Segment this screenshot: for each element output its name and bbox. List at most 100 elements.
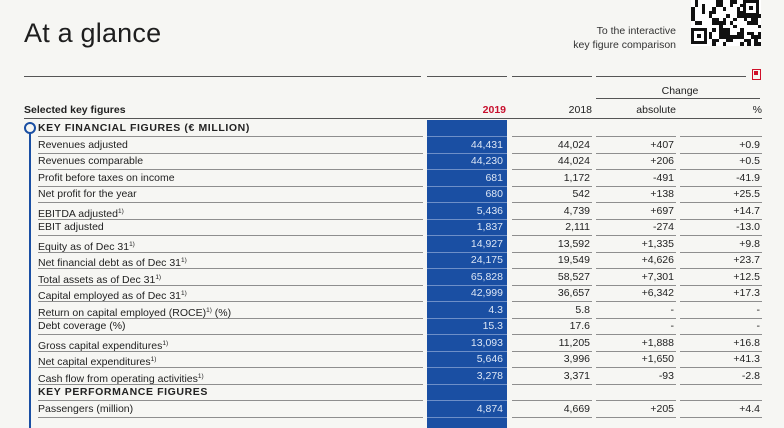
row-divider xyxy=(596,334,676,335)
value-2018: 542 xyxy=(572,188,590,200)
absolute-change: +697 xyxy=(650,204,674,217)
percent-change: +23.7 xyxy=(733,254,760,266)
footnote-marker: 1) xyxy=(197,372,204,380)
row-divider xyxy=(38,334,423,335)
interactive-comparison-link[interactable]: To the interactive key figure comparison xyxy=(573,24,676,52)
value-2019: 5,646 xyxy=(476,353,503,365)
footnote-marker: 1) xyxy=(162,339,169,347)
value-2019: 14,927 xyxy=(470,237,503,250)
bookmark-icon[interactable] xyxy=(752,69,761,80)
table-row: Net financial debt as of Dec 311) 24,175 1… xyxy=(0,252,784,269)
row-label-text: Net financial debt as of Dec 31 xyxy=(38,257,182,269)
row-divider xyxy=(427,284,507,286)
value-2018: 44,024 xyxy=(557,138,590,151)
row-divider xyxy=(38,202,423,203)
absolute-change: -93 xyxy=(658,369,674,382)
row-divider xyxy=(512,202,592,203)
row-divider xyxy=(38,284,423,286)
percent-change: +12.5 xyxy=(733,270,760,283)
row-divider xyxy=(680,235,762,236)
footnote-marker: 1) xyxy=(155,273,162,281)
selected-key-figures-header: Selected key figures xyxy=(24,104,126,116)
absolute-change: +4,626 xyxy=(641,254,674,266)
footnote-marker: 1) xyxy=(181,257,187,264)
row-divider xyxy=(427,317,507,319)
row-divider xyxy=(38,301,423,302)
row-divider xyxy=(512,400,592,401)
row-divider xyxy=(427,301,507,302)
row-label-text: KEY PERFORMANCE FIGURES xyxy=(38,386,208,398)
row-label-text: Gross capital expenditures xyxy=(38,339,163,352)
row-label: Debt coverage (%) xyxy=(38,318,126,335)
row-label: EBITDA adjusted1) xyxy=(38,203,124,220)
row-divider xyxy=(680,334,762,335)
row-divider xyxy=(38,317,423,319)
row-divider xyxy=(680,400,762,401)
page-title: At a glance xyxy=(24,18,162,48)
row-divider xyxy=(680,251,762,253)
row-label: Gross capital expenditures1) xyxy=(38,335,168,352)
row-divider xyxy=(427,400,507,401)
row-label-text: Equity as of Dec 31 xyxy=(38,240,130,253)
row-divider xyxy=(512,367,592,368)
row-divider xyxy=(512,169,592,170)
row-divider xyxy=(427,383,507,385)
row-divider xyxy=(38,136,423,137)
row-divider xyxy=(680,367,762,368)
percent-change: - xyxy=(756,303,761,316)
table-row: Gross capital expenditures1) 13,093 11,205… xyxy=(0,335,784,352)
value-2018: 44,024 xyxy=(557,155,590,167)
percent-change: +0.5 xyxy=(739,155,760,167)
section-title: KEY PERFORMANCE FIGURES xyxy=(38,384,208,401)
value-2019: 4.3 xyxy=(488,303,503,316)
absolute-change: - xyxy=(670,320,675,332)
absolute-change: +138 xyxy=(650,188,674,200)
section-header-row: KEY FINANCIAL FIGURES (€ MILLION) xyxy=(0,120,784,137)
table-row: Net profit for the year 680 542 +138 +25.5 xyxy=(0,186,784,203)
row-label-text: EBITDA adjusted xyxy=(38,207,118,220)
row-divider xyxy=(427,218,507,220)
row-divider xyxy=(512,334,592,335)
row-label: Net financial debt as of Dec 311) xyxy=(38,252,187,269)
footnote-marker: 1) xyxy=(206,306,212,314)
row-divider xyxy=(512,284,592,286)
table-row: Net capital expenditures1) 5,646 3,996 +1,6… xyxy=(0,351,784,368)
row-divider xyxy=(38,152,423,154)
row-divider xyxy=(38,268,423,269)
row-label-suffix: (%) xyxy=(211,306,232,319)
row-divider xyxy=(680,350,762,352)
row-label: Revenues comparable xyxy=(38,153,143,170)
absolute-change: +1,888 xyxy=(641,336,674,349)
row-divider xyxy=(427,367,507,368)
value-2019: 680 xyxy=(485,188,503,200)
interactive-link-line2: key figure comparison xyxy=(573,39,676,51)
row-divider xyxy=(680,301,762,302)
row-label: Net capital expenditures1) xyxy=(38,351,156,368)
qr-code-icon[interactable] xyxy=(691,0,761,46)
row-divider xyxy=(680,202,762,203)
value-2018: 5.8 xyxy=(575,303,590,316)
percent-change: -41.9 xyxy=(736,171,760,184)
percent-change: +0.9 xyxy=(739,138,760,151)
row-divider xyxy=(512,317,592,319)
row-label: Total assets as of Dec 311) xyxy=(38,269,161,286)
value-2019: 42,999 xyxy=(470,287,503,299)
percent-change: +4.4 xyxy=(739,402,760,415)
row-divider xyxy=(427,152,507,154)
header-rule xyxy=(427,76,507,77)
row-divider xyxy=(596,416,676,418)
row-divider xyxy=(596,218,676,220)
row-label-text: Passengers (million) xyxy=(38,402,134,415)
row-divider xyxy=(596,251,676,253)
row-divider xyxy=(512,383,592,385)
section-header-row: KEY PERFORMANCE FIGURES xyxy=(0,384,784,401)
change-rule xyxy=(596,98,760,99)
value-2018: 3,996 xyxy=(563,353,590,365)
row-label: Passengers (million) xyxy=(38,401,133,418)
row-label-text: Capital employed as of Dec 31 xyxy=(38,290,181,302)
absolute-change: +7,301 xyxy=(641,270,674,283)
table-row: Cash flow from operating activities1) 3,2… xyxy=(0,368,784,385)
row-divider xyxy=(427,268,507,269)
value-2019: 24,175 xyxy=(470,254,503,266)
row-divider xyxy=(680,317,762,319)
